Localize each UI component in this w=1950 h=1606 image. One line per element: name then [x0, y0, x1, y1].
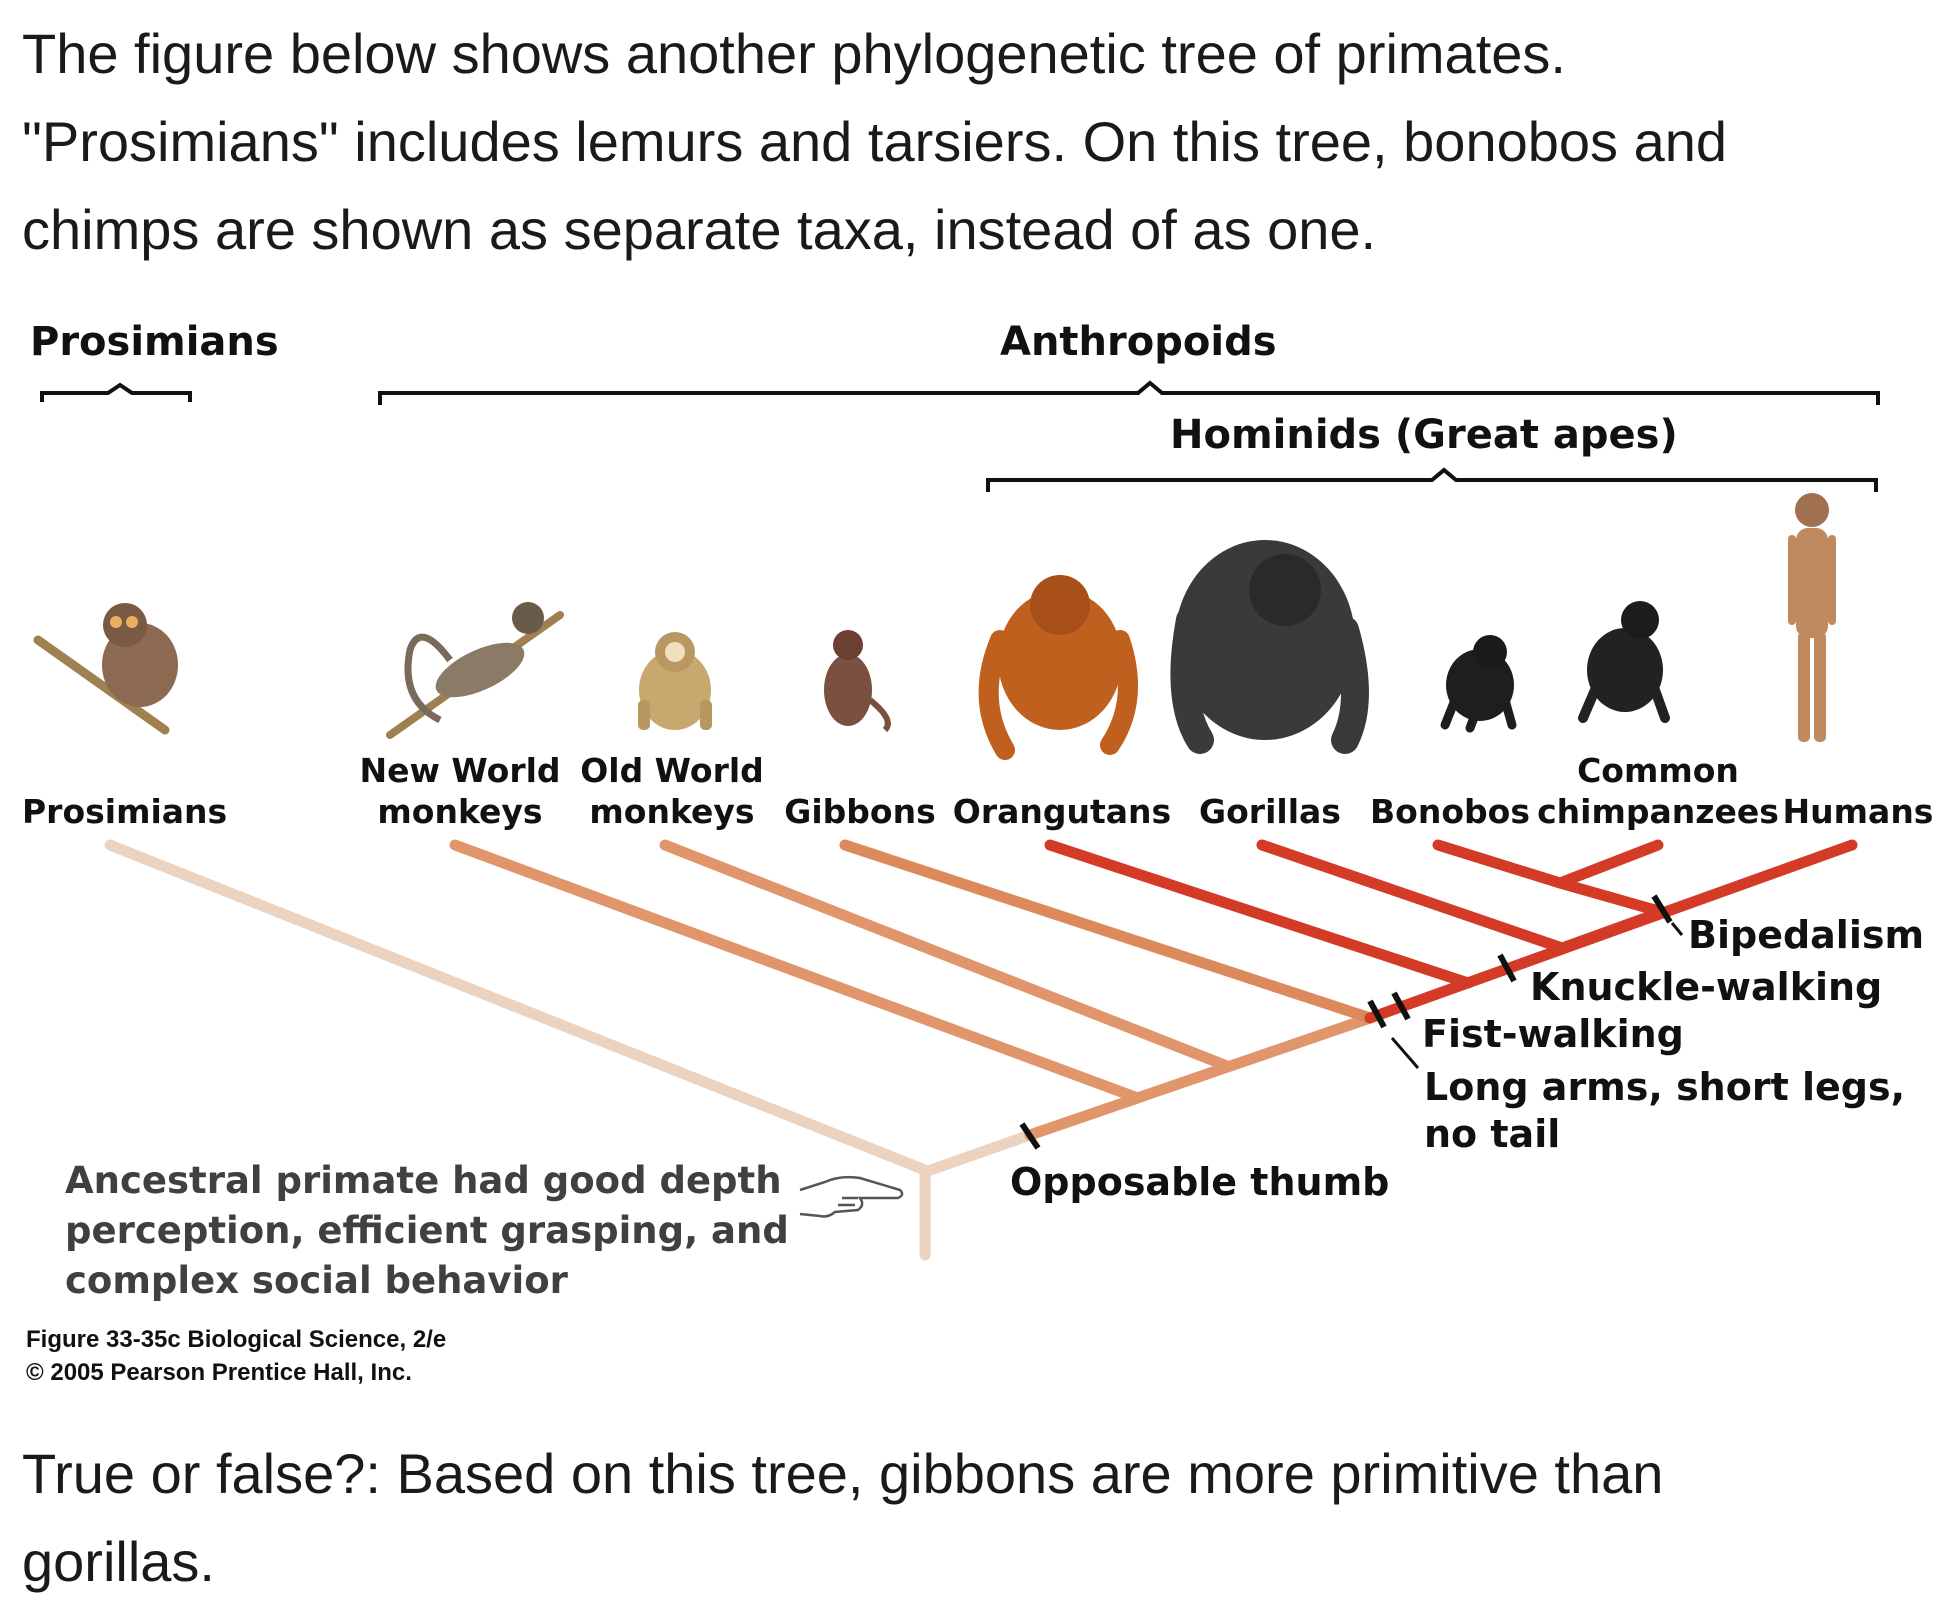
branch-bonobos [1432, 839, 1566, 889]
trait-label-knuckle-walking: Knuckle-walking [1530, 965, 1882, 1009]
trait-label-long-arms-line2: no tail [1424, 1112, 1560, 1156]
taxon-label-gorillas: Gorillas [1199, 792, 1341, 831]
taxon-label-old-world-line2: monkeys [589, 792, 754, 831]
group-label-prosimians: Prosimians [30, 319, 279, 365]
mark-fist-walking [1391, 991, 1411, 1021]
bracket-anthropoids [378, 380, 1880, 405]
gorilla-image [1170, 540, 1369, 754]
taxon-label-old-world-line1: Old World [580, 751, 764, 790]
pointer-bipedalism [1670, 922, 1684, 936]
mark-bipedalism [1651, 894, 1673, 924]
branch-anthropoid-stem [1024, 1012, 1376, 1141]
branch-bonobo-chimp-stem [1554, 877, 1668, 918]
trait-label-opposable-thumb: Opposable thumb [1010, 1160, 1389, 1204]
mark-knuckle-walking [1497, 953, 1517, 983]
trait-label-fist-walking: Fist-walking [1422, 1012, 1684, 1056]
branch-prosimians [104, 839, 931, 1176]
taxon-label-new-world-line1: New World [359, 751, 560, 790]
ancestral-note-line3: complex social behavior [65, 1259, 569, 1302]
credit-line1: Figure 33-35c Biological Science, 2/e [26, 1326, 446, 1353]
new-world-monkey-image [386, 602, 564, 739]
trait-marks [1019, 894, 1673, 1150]
taxon-label-bonobos: Bonobos [1370, 792, 1530, 831]
pointer-long-arms [1390, 1037, 1420, 1069]
human-image [1788, 493, 1836, 742]
taxon-label-prosimians: Prosimians [22, 792, 227, 831]
bracket-hominids [986, 467, 1878, 492]
branch-chimpanzees [1554, 839, 1664, 889]
branch-anthropoid-stem-base [919, 1129, 1036, 1178]
taxon-label-orangutans: Orangutans [953, 792, 1171, 831]
taxon-label-gibbons: Gibbons [784, 792, 935, 831]
ancestral-note-line1: Ancestral primate had good depth [65, 1159, 782, 1202]
group-label-anthropoids: Anthropoids [1000, 319, 1277, 365]
taxon-label-humans: Humans [1783, 792, 1934, 831]
tree-branches [104, 839, 1858, 1261]
bonobo-image [1440, 635, 1517, 733]
mark-long-arms [1367, 999, 1387, 1029]
gibbon-image [824, 630, 891, 733]
pointing-hand-icon [799, 1175, 904, 1218]
branch-old-world [659, 839, 1233, 1072]
branch-orangutans [1044, 839, 1474, 989]
intro-line-1: The figure below shows another phylogene… [22, 22, 1566, 85]
branch-gibbons [839, 839, 1376, 1024]
old-world-monkey-image [638, 632, 712, 730]
trait-label-bipedalism: Bipedalism [1688, 913, 1924, 957]
orangutan-image [978, 575, 1138, 760]
taxon-label-common-line2: chimpanzees [1537, 792, 1779, 831]
branch-chimp-clade [1556, 906, 1668, 954]
credit-line2: © 2005 Pearson Prentice Hall, Inc. [26, 1359, 412, 1386]
trait-label-long-arms-line1: Long arms, short legs, [1424, 1065, 1905, 1109]
group-label-hominids: Hominids (Great apes) [1170, 412, 1678, 458]
taxon-label-new-world-line2: monkeys [377, 792, 542, 831]
prosimian-image [33, 603, 178, 735]
question-line-1: True or false?: Based on this tree, gibb… [22, 1442, 1664, 1505]
ancestral-note-line2: perception, efficient grasping, and [65, 1209, 789, 1252]
branch-gorillas [1256, 839, 1568, 954]
phylogenetic-tree-figure: Prosimians Anthropoids Hominids (Great a… [22, 319, 1934, 1386]
intro-line-2: "Prosimians" includes lemurs and tarsier… [22, 110, 1728, 173]
taxon-label-common-line1: Common [1577, 751, 1739, 790]
question-text: True or false?: Based on this tree, gibb… [22, 1430, 1922, 1606]
question-line-2: gorillas. [22, 1530, 215, 1593]
intro-line-3: chimps are shown as separate taxa, inste… [22, 198, 1377, 261]
mark-opposable-thumb [1019, 1122, 1041, 1150]
chimpanzee-image [1578, 601, 1670, 723]
branch-new-world [449, 839, 1141, 1103]
intro-text: The figure below shows another phylogene… [22, 10, 1922, 274]
bracket-prosimians [40, 382, 192, 402]
